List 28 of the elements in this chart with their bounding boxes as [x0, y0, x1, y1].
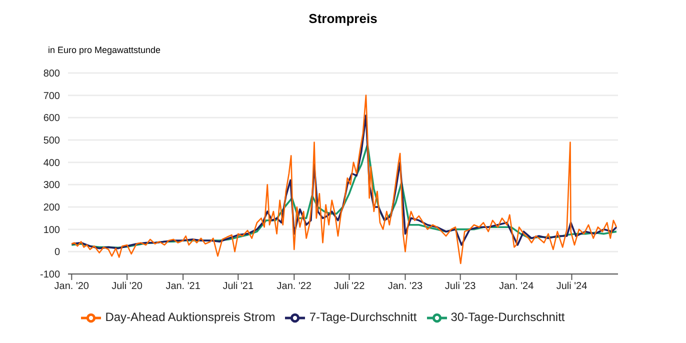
x-tick-label: Juli '23 — [444, 281, 476, 292]
x-tick-label: Juli '20 — [112, 281, 143, 292]
x-tick-label: Jan. '21 — [166, 281, 201, 292]
legend-label: 7-Tage-Durchschnitt — [309, 310, 417, 324]
y-tick-label: 300 — [43, 180, 60, 192]
line-series — [70, 114, 618, 250]
y-tick-label: 700 — [43, 90, 60, 102]
y-tick-label: 500 — [43, 136, 60, 147]
y-tick-label: 600 — [43, 113, 60, 124]
x-tick-label: Juli '24 — [556, 281, 588, 292]
legend-label: Day-Ahead Auktionspreis Strom — [105, 310, 276, 324]
x-tick-label: Juli '22 — [334, 281, 366, 292]
y-tick-label: 200 — [43, 202, 60, 214]
y-tick-label: 0 — [54, 247, 60, 258]
y-tick-label: 100 — [43, 224, 60, 236]
x-tick-label: Jan. '20 — [54, 281, 90, 292]
x-tick-label: Juli '21 — [222, 281, 254, 292]
x-tick-label: Jan. '23 — [388, 281, 424, 292]
line-series — [70, 144, 618, 249]
legend-label: 30-Tage-Durchschnitt — [450, 310, 565, 324]
x-tick-label: Jan. '24 — [498, 281, 534, 292]
y-axis-title: in Euro pro Megawattstunde — [48, 45, 161, 55]
y-tick-label: 400 — [43, 158, 60, 169]
y-tick-label: 800 — [43, 68, 60, 80]
chart-title: Strompreis — [308, 11, 378, 26]
y-tick-label: -100 — [40, 270, 60, 281]
line-series — [71, 94, 618, 264]
x-tick-label: Jan. '22 — [276, 281, 312, 292]
